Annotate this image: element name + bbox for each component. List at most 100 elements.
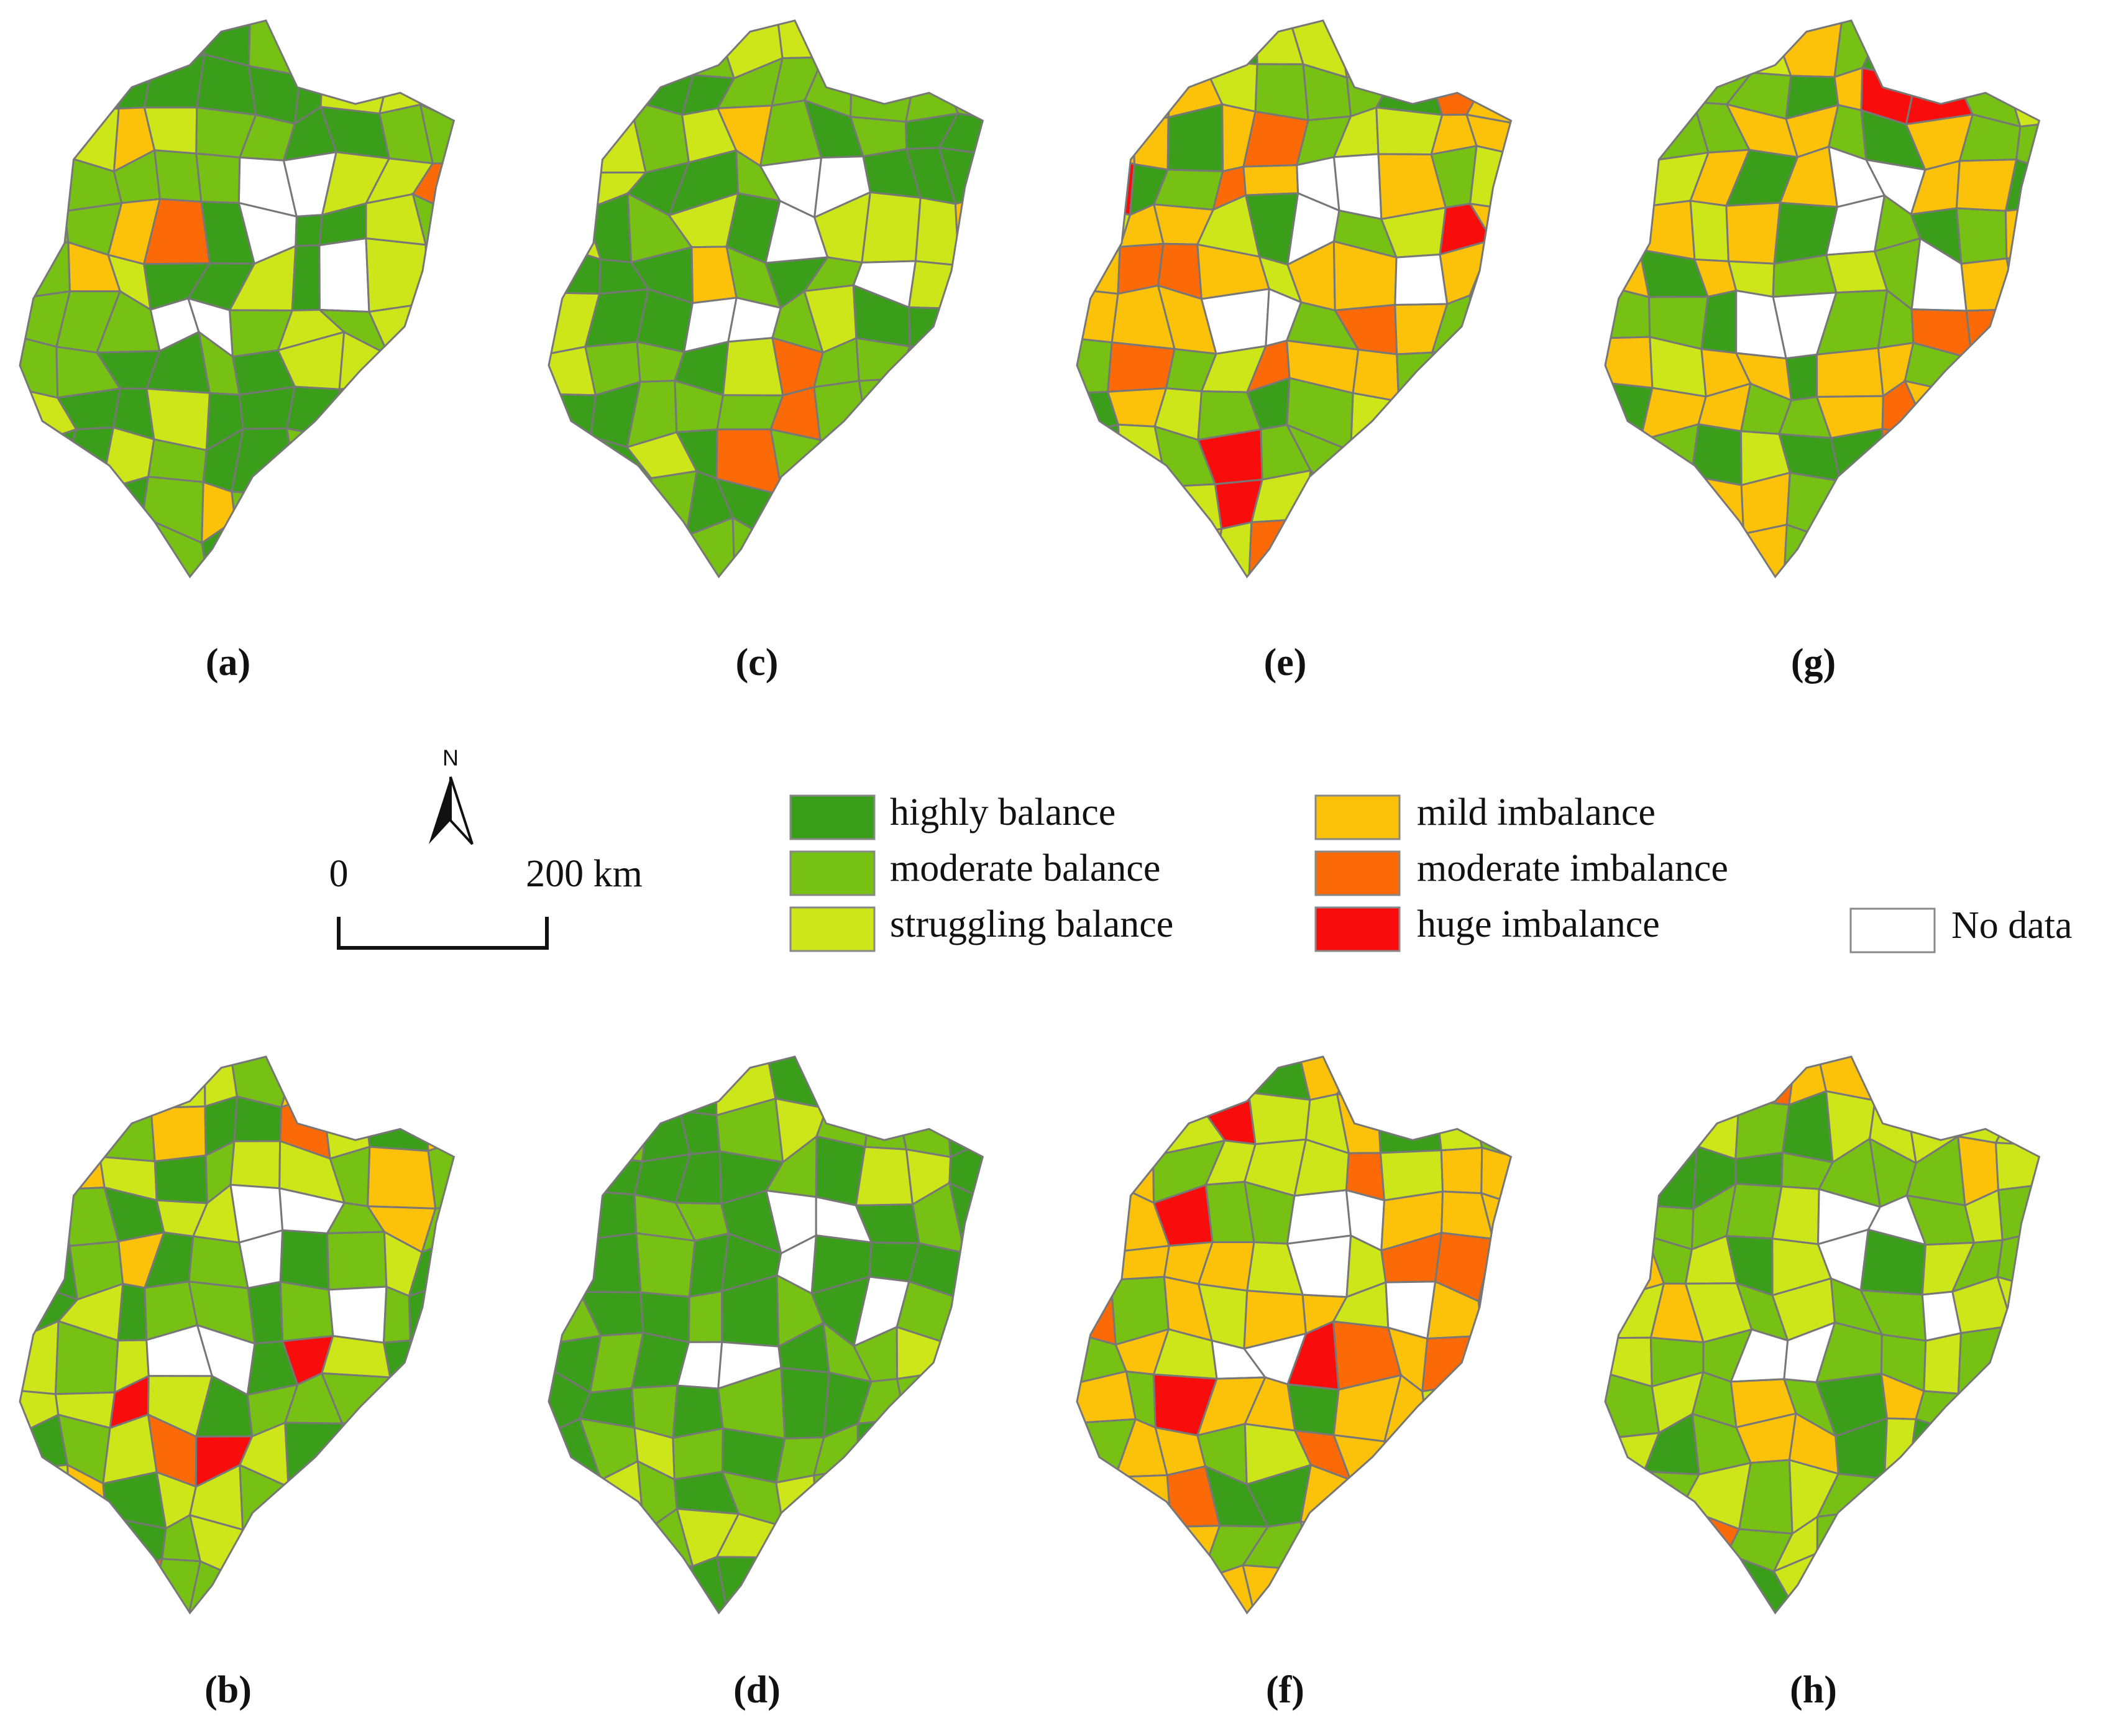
map-region	[861, 191, 922, 264]
map-region	[424, 1469, 454, 1515]
panel-label: (h)	[1790, 1669, 1837, 1711]
map-region	[423, 243, 454, 305]
map-region	[1605, 491, 1647, 541]
map-region	[336, 1465, 388, 1526]
map-region	[426, 485, 454, 540]
map-outline	[19, 1055, 456, 1615]
map-region	[1290, 1569, 1355, 1613]
map-region	[288, 21, 330, 77]
map-region	[948, 485, 983, 543]
map-region	[1734, 1151, 1784, 1188]
map-region	[1077, 58, 1135, 127]
map-region	[1605, 204, 1650, 251]
map-region	[1923, 1331, 1963, 1395]
map-region	[904, 53, 960, 123]
scale-end: 200 km	[526, 853, 643, 895]
map-region	[1605, 1057, 1659, 1103]
map-region	[1396, 351, 1441, 403]
map-region	[950, 379, 983, 443]
panel-label: (f)	[1266, 1669, 1304, 1711]
map-region	[2000, 1375, 2040, 1438]
map-region	[368, 354, 437, 406]
map-region	[1114, 1474, 1172, 1528]
map-region	[1077, 1185, 1130, 1254]
map-region	[390, 469, 431, 540]
map-region	[909, 474, 961, 534]
map-region	[2010, 295, 2040, 355]
map-region	[1077, 532, 1120, 577]
map-region	[847, 1555, 899, 1613]
map-region	[859, 1057, 920, 1100]
map-region	[953, 307, 983, 348]
map-region	[635, 1232, 697, 1298]
map-region	[117, 1282, 148, 1342]
map-region	[20, 1510, 72, 1574]
map-region	[382, 1285, 411, 1344]
map-region	[1783, 523, 1842, 577]
map-region	[1126, 73, 1173, 121]
map-region	[1963, 346, 2013, 396]
map-region	[1465, 424, 1511, 490]
map-region	[96, 515, 148, 577]
map-region	[944, 1057, 983, 1114]
legend-swatch	[789, 906, 876, 952]
map-region	[894, 1057, 958, 1100]
map-region	[1198, 21, 1258, 65]
map-region	[1953, 472, 2009, 528]
map-region	[944, 1087, 983, 1159]
map-region	[601, 21, 649, 68]
map-region	[1477, 1300, 1511, 1339]
map-region	[1816, 1507, 1884, 1564]
map-region	[1388, 1524, 1448, 1580]
map-region	[549, 1141, 583, 1192]
map-region	[1468, 294, 1511, 347]
north-label: N	[442, 745, 459, 771]
map-region	[780, 1366, 830, 1440]
scale-start: 0	[329, 853, 349, 895]
map-region	[549, 21, 607, 68]
map-region	[549, 485, 607, 545]
legend-label: huge imbalance	[1417, 903, 1660, 945]
legend-swatch	[1314, 906, 1401, 952]
map-region	[321, 21, 391, 73]
map-region	[1152, 528, 1223, 577]
map-region	[1995, 1518, 2040, 1571]
map-region	[1996, 489, 2040, 537]
map-region	[1961, 446, 2013, 496]
map-region	[1917, 1560, 1969, 1613]
map-region	[1605, 1551, 1650, 1613]
map-region	[1132, 116, 1170, 171]
map-region	[1247, 1091, 1311, 1146]
map-region	[365, 237, 427, 313]
map-region	[1815, 538, 1867, 577]
panel-label: (e)	[1264, 641, 1307, 684]
map-region	[1469, 1463, 1511, 1533]
map-region	[102, 1471, 167, 1530]
map-region	[283, 1569, 345, 1613]
map-region	[143, 53, 206, 109]
map-region	[1438, 387, 1490, 446]
map-region	[899, 1467, 963, 1528]
map-region	[855, 337, 912, 382]
north-arrow: N	[429, 745, 474, 845]
map-region	[1903, 1057, 1966, 1117]
map-region	[1738, 21, 1793, 77]
map-region	[1690, 474, 1745, 535]
map-region	[1118, 484, 1168, 541]
map-outline	[19, 19, 456, 579]
legend-label: struggling balance	[890, 903, 1173, 945]
map-region	[50, 484, 103, 521]
map-region	[643, 530, 687, 577]
map-region	[1421, 1334, 1487, 1393]
map-region	[604, 63, 649, 109]
map-region	[813, 21, 872, 81]
map-region	[1107, 539, 1180, 577]
map-region	[20, 1137, 60, 1207]
legend-label: mild imbalance	[1417, 791, 1656, 834]
map-region	[1339, 531, 1392, 577]
map-region	[60, 58, 120, 110]
map-region	[950, 1369, 983, 1418]
map-region	[1480, 1334, 1511, 1382]
map-region	[2005, 251, 2040, 311]
map-region	[1644, 522, 1697, 577]
